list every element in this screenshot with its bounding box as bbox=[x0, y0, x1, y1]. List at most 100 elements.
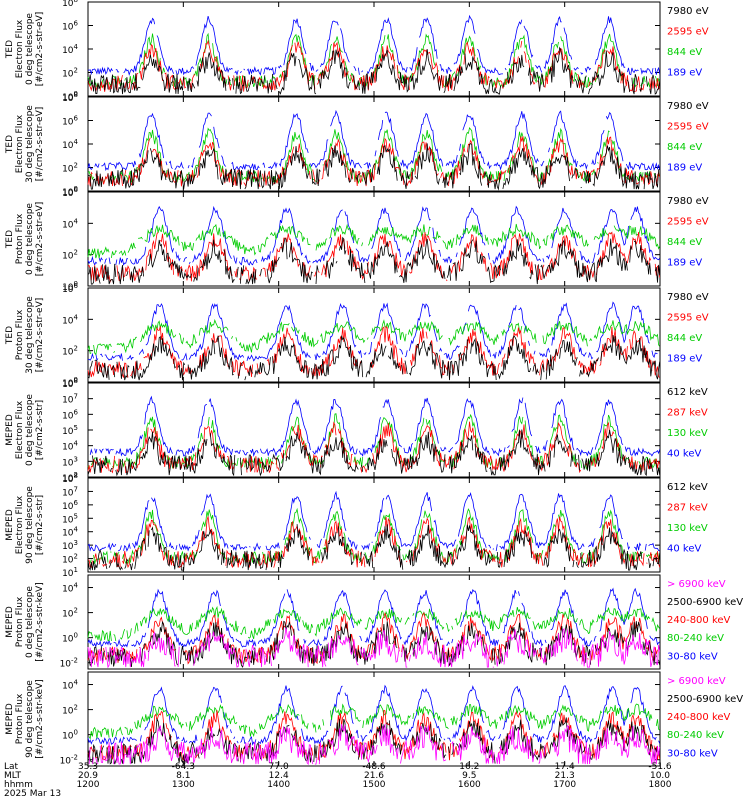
y-axis-label: TEDElectron Flux0 deg telescope[#/cm2-s-… bbox=[5, 12, 45, 87]
y-tick-label: 101 bbox=[62, 566, 78, 579]
series-trace bbox=[87, 507, 661, 565]
y-axis-label-line: 0 deg telescope bbox=[25, 13, 35, 85]
y-tick-label: 102 bbox=[62, 607, 78, 620]
legend-entry: 2595 eV bbox=[667, 312, 709, 323]
y-tick-exponent: 1 bbox=[74, 566, 78, 574]
series-trace bbox=[87, 236, 661, 285]
series-trace bbox=[87, 46, 661, 95]
legend-entry: 30-80 keV bbox=[667, 651, 718, 662]
legend-entry: 2500-6900 keV bbox=[667, 694, 743, 705]
y-tick-label: 106 bbox=[62, 20, 78, 33]
y-axis-label: MEPEDProton Flux90 deg telescope[#/cm2-s… bbox=[5, 679, 45, 758]
legend-entry: 189 eV bbox=[667, 67, 702, 78]
legend-entry: 2595 eV bbox=[667, 26, 709, 37]
series-trace bbox=[87, 429, 661, 477]
y-axis-label-line: TED bbox=[5, 135, 15, 154]
legend-entry: 40 keV bbox=[667, 448, 701, 459]
legend-entry: 287 keV bbox=[667, 502, 708, 513]
y-tick-exponent: 2 bbox=[74, 471, 78, 479]
y-tick-exponent: 5 bbox=[74, 424, 78, 432]
y-tick-label: 105 bbox=[62, 512, 78, 525]
series-trace bbox=[87, 39, 661, 93]
series-trace bbox=[87, 684, 661, 746]
y-axis-label-line: Electron Flux bbox=[15, 114, 25, 173]
y-tick-label: 103 bbox=[62, 455, 78, 468]
panel-7: 10-2 100 102 104 MEPEDProton Flux0 deg teles… bbox=[5, 574, 743, 670]
y-axis-label-line: 90 deg telescope bbox=[25, 486, 35, 564]
y-tick-exponent: 4 bbox=[74, 138, 79, 146]
y-axis-label-line: 90 deg telescope bbox=[25, 680, 35, 758]
y-axis-label-line: [#/cm2-s-str-eV] bbox=[35, 298, 45, 373]
y-axis-label: TEDProton Flux0 deg telescope[#/cm2-s-st… bbox=[5, 202, 45, 277]
y-tick-label: 104 bbox=[62, 440, 78, 453]
y-tick-exponent: 2 bbox=[74, 553, 78, 561]
y-tick-label: 100 bbox=[62, 632, 78, 645]
y-tick-exponent: 6 bbox=[74, 115, 79, 123]
series-trace bbox=[89, 395, 661, 458]
legend-entry: 240-800 keV bbox=[667, 615, 731, 626]
mlt-tick-label: 21.6 bbox=[364, 771, 384, 781]
legend-entry: 844 eV bbox=[667, 333, 702, 344]
y-tick-exponent: 2 bbox=[74, 607, 78, 615]
y-axis-label-line: MEPED bbox=[5, 414, 15, 446]
y-tick-exponent: 4 bbox=[74, 440, 79, 448]
y-axis-label: TEDProton Flux30 deg telescope[#/cm2-s-s… bbox=[5, 296, 45, 374]
series-trace bbox=[88, 723, 661, 766]
y-tick-exponent: 3 bbox=[74, 455, 78, 463]
y-tick-exponent: 0 bbox=[74, 376, 78, 384]
legend-entry: 189 eV bbox=[667, 162, 702, 173]
y-axis-label-line: MEPED bbox=[5, 606, 15, 638]
mlt-tick-label: 10.0 bbox=[650, 771, 670, 781]
y-tick-exponent: 8 bbox=[74, 0, 78, 4]
time-tick-label: 1200 bbox=[77, 780, 100, 790]
legend-entry: 612 keV bbox=[667, 387, 708, 398]
y-tick-exponent: 3 bbox=[74, 539, 78, 547]
time-tick-label: 1600 bbox=[458, 780, 481, 790]
y-tick-exponent: 8 bbox=[74, 91, 78, 99]
y-tick-label: 106 bbox=[62, 115, 78, 128]
y-tick-label: 10-2 bbox=[60, 657, 78, 670]
y-tick-exponent: 2 bbox=[74, 249, 78, 257]
y-tick-exponent: 8 bbox=[74, 377, 78, 385]
time-tick-label: 1800 bbox=[649, 780, 672, 790]
series-trace bbox=[87, 605, 661, 642]
legend-entry: 7980 eV bbox=[667, 6, 709, 17]
y-tick-exponent: -2 bbox=[71, 657, 78, 665]
x-row-label: hhmm bbox=[4, 780, 33, 790]
legend-entry: 40 keV bbox=[667, 543, 701, 554]
y-axis-label-line: Proton Flux bbox=[15, 309, 25, 360]
y-tick-exponent: -2 bbox=[71, 754, 78, 762]
legend-entry: 7980 eV bbox=[667, 101, 709, 112]
time-tick-label: 1400 bbox=[267, 780, 290, 790]
y-tick-exponent: 0 bbox=[74, 632, 78, 640]
legend-entry: 30-80 keV bbox=[667, 748, 718, 759]
lat-tick-label: -51.6 bbox=[648, 762, 672, 772]
legend-entry: > 6900 keV bbox=[667, 676, 726, 687]
y-axis-label-line: Proton Flux bbox=[15, 693, 25, 744]
y-tick-exponent: 0 bbox=[74, 185, 78, 193]
legend-entry: 7980 eV bbox=[667, 292, 709, 303]
y-tick-exponent: 4 bbox=[74, 313, 79, 321]
time-tick-label: 1700 bbox=[553, 780, 576, 790]
mlt-tick-label: 21.3 bbox=[555, 771, 575, 781]
y-tick-label: 105 bbox=[62, 424, 78, 437]
y-axis-label-line: 30 deg telescope bbox=[25, 105, 35, 183]
lat-tick-label: -48.6 bbox=[362, 762, 386, 772]
legend-entry: 844 eV bbox=[667, 142, 702, 153]
y-axis-label-line: Proton Flux bbox=[15, 596, 25, 647]
legend-entry: 80-240 keV bbox=[667, 633, 724, 644]
mlt-tick-label: 12.4 bbox=[269, 771, 289, 781]
y-axis-label-line: Proton Flux bbox=[15, 213, 25, 264]
y-tick-exponent: 4 bbox=[74, 43, 79, 51]
lat-tick-label: 77.0 bbox=[269, 762, 289, 772]
y-tick-exponent: 4 bbox=[74, 679, 79, 687]
panel-8: 10-2 100 102 104 MEPEDProton Flux90 deg tele… bbox=[5, 671, 743, 767]
y-tick-label: 104 bbox=[62, 43, 78, 56]
lat-tick-label: -64.3 bbox=[172, 762, 195, 772]
y-axis-label: MEPEDElectron Flux90 deg telescope[#/cm2… bbox=[5, 486, 45, 564]
series-trace bbox=[87, 334, 661, 381]
